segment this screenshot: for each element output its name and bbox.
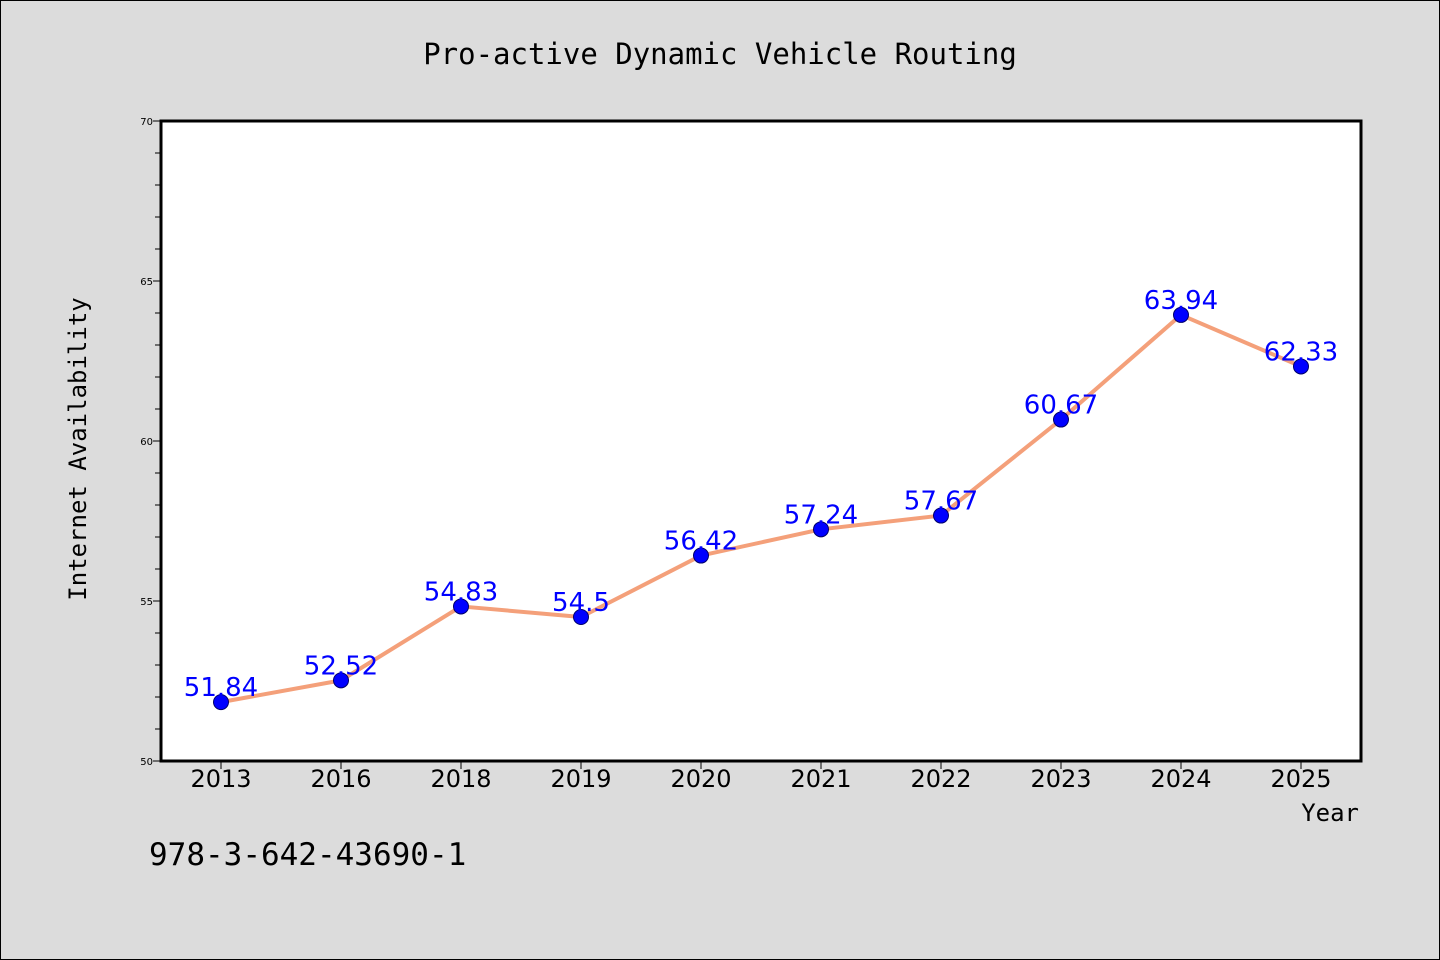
- data-label: 57.24: [784, 500, 858, 530]
- data-label: 56.42: [664, 527, 738, 557]
- x-axis: 2013 2016 2018 2019 2020 2021 2022 2023 2024 2025: [190, 761, 1332, 793]
- plot-area: [159, 119, 1363, 763]
- data-point: [213, 694, 229, 711]
- data-label: 63.94: [1144, 286, 1218, 316]
- y-axis-label: Internet Availability: [64, 297, 92, 600]
- data-label: 54.83: [424, 577, 498, 607]
- x-tick-label: 2019: [550, 765, 611, 793]
- data-point: [573, 609, 589, 625]
- data-point: [1053, 411, 1069, 428]
- x-tick-label: 2022: [910, 765, 971, 793]
- x-tick-label: 2018: [430, 765, 491, 793]
- data-point: [813, 521, 829, 538]
- series-line: [220, 312, 1302, 705]
- data-label: 60.67: [1024, 391, 1098, 421]
- x-tick-label: 2016: [310, 765, 371, 793]
- x-tick-label: 2025: [1270, 765, 1331, 793]
- data-label: 54.5: [552, 588, 610, 618]
- x-tick-label: 2020: [670, 765, 731, 793]
- series-markers: [213, 306, 1309, 711]
- data-point: [1173, 306, 1189, 323]
- y-tick-label: 55: [140, 597, 153, 608]
- x-tick-label: 2013: [190, 765, 251, 793]
- footer-note: 978-3-642-43690-1: [149, 837, 466, 873]
- data-label: 52.52: [304, 651, 378, 681]
- data-label: 51.84: [184, 673, 258, 703]
- data-label: 57.67: [904, 487, 978, 517]
- data-label: 62.33: [1264, 337, 1338, 367]
- x-axis-label: Year: [1301, 799, 1359, 827]
- x-tick-label: 2024: [1150, 765, 1211, 793]
- data-point: [1293, 358, 1309, 375]
- chart-title: Pro-active Dynamic Vehicle Routing: [423, 37, 1017, 71]
- y-tick-label: 70: [140, 117, 153, 128]
- data-point: [693, 547, 709, 564]
- x-tick-label: 2023: [1030, 765, 1091, 793]
- x-tick-label: 2021: [790, 765, 851, 793]
- data-point: [333, 672, 349, 689]
- data-point: [453, 598, 469, 615]
- y-axis: 50 55 60 65 70: [140, 117, 161, 768]
- y-tick-label: 65: [140, 277, 153, 288]
- data-labels: 51.84 52.52 54.83 54.5 56.42 57.24 57.67 60.67 6…: [184, 286, 1338, 703]
- y-tick-label: 60: [140, 437, 153, 448]
- data-point: [933, 507, 949, 524]
- y-tick-label: 50: [140, 757, 153, 768]
